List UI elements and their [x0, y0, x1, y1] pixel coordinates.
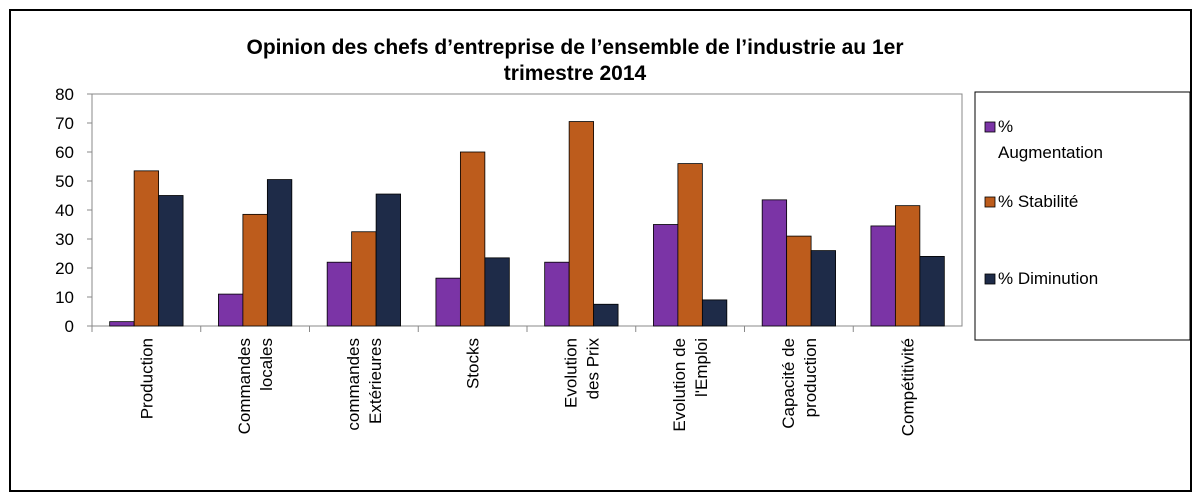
y-tick-label: 20 [55, 259, 74, 278]
y-tick-label: 30 [55, 230, 74, 249]
bar [786, 235, 812, 327]
x-tick-label: Capacité de production [779, 338, 820, 429]
bar [653, 224, 679, 327]
x-tick-label: Commandes locales [235, 338, 276, 434]
bar [568, 121, 595, 327]
y-tick-label: 70 [55, 114, 74, 133]
x-tick-label: Evolution des Prix [561, 338, 602, 408]
legend-label: % Diminution [998, 269, 1098, 288]
bar [435, 277, 461, 327]
x-tick-label: Evolution de l'Emploi [670, 338, 711, 432]
y-tick-label: 60 [55, 143, 74, 162]
y-tick-label: 10 [55, 288, 74, 307]
legend-swatch [984, 121, 996, 133]
bar [459, 151, 486, 327]
y-tick-label: 50 [55, 172, 74, 191]
y-tick-label: 40 [55, 201, 74, 220]
bar [677, 163, 703, 327]
legend-swatch [984, 273, 996, 285]
legend-box [974, 91, 1191, 341]
legend-label: % Stabilité [998, 192, 1078, 211]
bar [158, 195, 184, 327]
y-tick-label: 80 [55, 85, 74, 104]
bar [870, 225, 896, 327]
bar [701, 299, 728, 327]
bar [761, 199, 788, 327]
bar [919, 255, 945, 327]
x-tick-label: Production [137, 338, 156, 419]
bar [242, 213, 268, 327]
legend-swatch [984, 196, 996, 208]
bar [375, 193, 401, 327]
bar [266, 179, 293, 327]
bar [894, 205, 921, 327]
bar [133, 170, 160, 327]
legend-label: % Augmentation [998, 117, 1103, 162]
x-tick-label: commandes Extérieures [344, 338, 385, 431]
x-tick-label: Compétitivité [899, 338, 918, 436]
y-tick-label: 0 [65, 317, 74, 336]
bar [218, 293, 244, 327]
bar [326, 261, 353, 327]
bar [484, 257, 510, 327]
bar [109, 321, 135, 327]
bar [544, 261, 570, 327]
bar [810, 250, 836, 327]
bar [351, 231, 377, 327]
x-tick-label: Stocks [464, 338, 483, 389]
chart-title: Opinion des chefs d’entreprise de l’ense… [246, 36, 903, 85]
bar [593, 303, 619, 327]
